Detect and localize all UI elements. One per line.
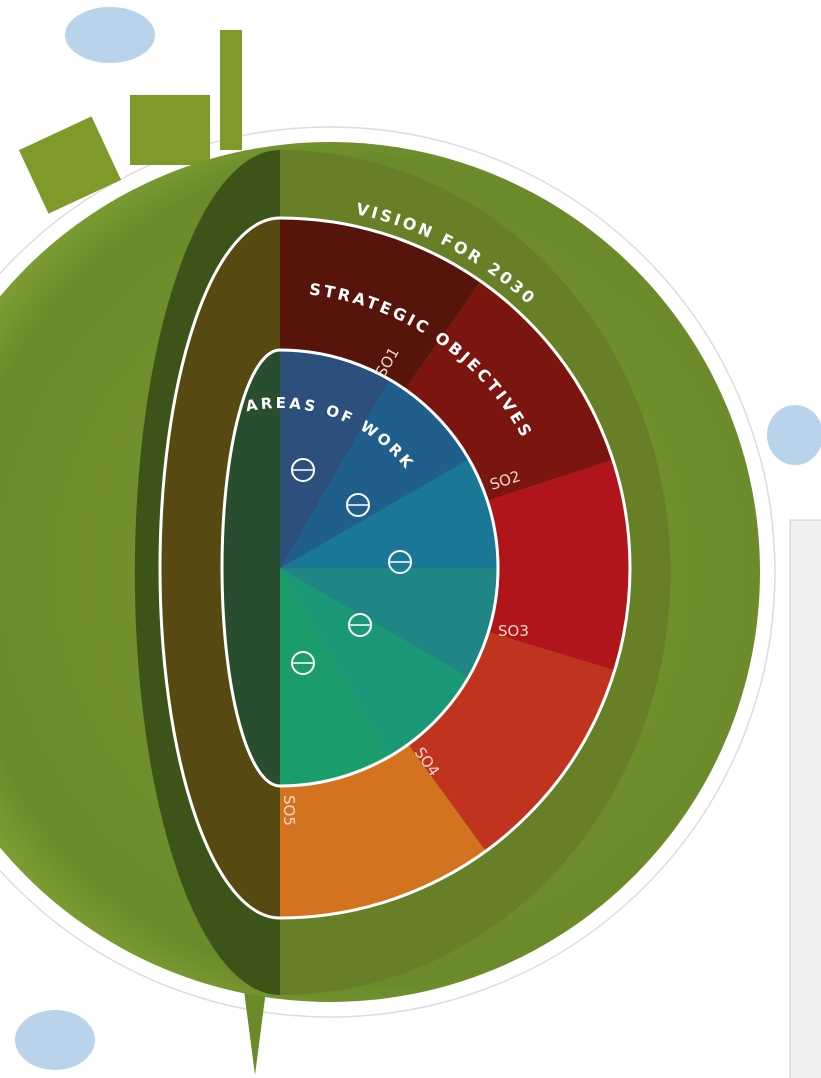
area-icon — [291, 458, 315, 482]
area-icon — [348, 613, 372, 637]
area-icon — [388, 550, 412, 574]
so-label: SO3 — [498, 622, 529, 640]
aw-sector — [280, 568, 469, 757]
aw-sector — [280, 459, 498, 568]
area-icon — [346, 493, 370, 517]
aw-sector — [280, 379, 469, 568]
aw-sector — [280, 568, 389, 786]
aw-outline — [220, 348, 500, 788]
so-outline — [158, 216, 632, 920]
so-label: SO5 — [280, 795, 298, 826]
area-icon — [291, 651, 315, 675]
cut-face — [134, 150, 280, 995]
aw-left — [222, 350, 280, 786]
aw-sector — [280, 350, 389, 568]
aw-sector — [280, 568, 498, 677]
